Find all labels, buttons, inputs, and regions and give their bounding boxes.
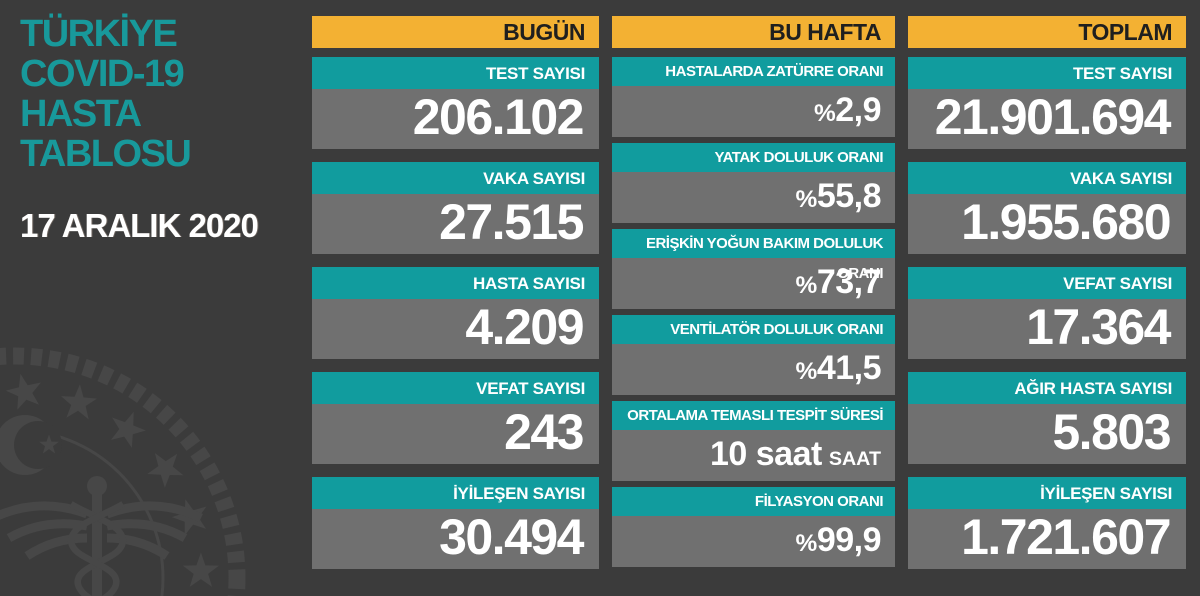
stat-cell-hafta-zaturre: HASTALARDA ZATÜRRE ORANI %2,9: [612, 57, 895, 137]
stat-label: FİLYASYON ORANI: [612, 487, 895, 516]
stat-value-number: 73,7: [816, 263, 882, 301]
stat-value: %55,8: [612, 172, 895, 223]
stat-cell-bugun-vefat: VEFAT SAYISI 243: [312, 372, 599, 464]
stat-cell-toplam-vaka: VAKA SAYISI 1.955.680: [908, 162, 1186, 254]
stat-label: VAKA SAYISI: [312, 162, 599, 194]
stat-value: 206.102: [312, 89, 599, 149]
column-header-bugun: BUGÜN: [312, 16, 599, 48]
stat-label: VEFAT SAYISI: [908, 267, 1186, 299]
stat-value-number: 99,9: [816, 521, 882, 559]
stat-label: HASTA SAYISI: [312, 267, 599, 299]
stat-cell-toplam-vefat: VEFAT SAYISI 17.364: [908, 267, 1186, 359]
stat-value: 243: [312, 404, 599, 464]
stat-label: ERİŞKİN YOĞUN BAKIM DOLULUK ORANI: [612, 229, 895, 282]
stat-value-prefix: %: [795, 358, 818, 385]
stat-cell-toplam-agir-hasta: AĞIR HASTA SAYISI 5.803: [908, 372, 1186, 464]
stat-value: 10 saat SAAT: [612, 430, 895, 481]
stat-value-unit: SAAT: [828, 448, 881, 470]
stat-label: TEST SAYISI: [312, 57, 599, 89]
stat-value-number: 1.721.607: [961, 509, 1171, 565]
health-ministry-emblem-watermark: [0, 347, 246, 596]
stat-cell-bugun-iyilesen: İYİLEŞEN SAYISI 30.494: [312, 477, 599, 569]
stat-label: HASTALARDA ZATÜRRE ORANI: [612, 57, 895, 86]
stat-value-number: 41,5: [816, 349, 882, 387]
report-date: 17 ARALIK 2020: [20, 207, 259, 244]
stat-cell-hafta-filyasyon: FİLYASYON ORANI %99,9: [612, 487, 895, 567]
stat-value-number: 10 saat: [709, 435, 822, 473]
stat-value-prefix: %: [813, 100, 836, 127]
stat-label: VAKA SAYISI: [908, 162, 1186, 194]
stat-cell-hafta-ventilator: VENTİLATÖR DOLULUK ORANI %41,5: [612, 315, 895, 395]
stat-cell-bugun-test: TEST SAYISI 206.102: [312, 57, 599, 149]
column-header-bu-hafta: BU HAFTA: [612, 16, 895, 48]
page-title: TÜRKİYE COVID-19 HASTA TABLOSU: [20, 13, 192, 175]
stat-value-number: 5.803: [1052, 404, 1171, 460]
stat-value-number: 4.209: [465, 299, 584, 355]
column-bu-hafta: BU HAFTA HASTALARDA ZATÜRRE ORANI %2,9 Y…: [612, 16, 895, 573]
stat-label: VENTİLATÖR DOLULUK ORANI: [612, 315, 895, 344]
stat-value-number: 206.102: [412, 89, 585, 145]
column-toplam: TOPLAM TEST SAYISI 21.901.694 VAKA SAYIS…: [908, 16, 1186, 582]
stat-label: VEFAT SAYISI: [312, 372, 599, 404]
stat-value: 21.901.694: [908, 89, 1186, 149]
column-bugun: BUGÜN TEST SAYISI 206.102 VAKA SAYISI 27…: [312, 16, 599, 582]
page-title-line: HASTA: [20, 93, 142, 135]
stat-cell-toplam-iyilesen: İYİLEŞEN SAYISI 1.721.607: [908, 477, 1186, 569]
page-title-line: COVID-19: [20, 53, 185, 95]
stat-value: 17.364: [908, 299, 1186, 359]
stat-value-number: 55,8: [816, 177, 882, 215]
stat-cell-hafta-temasli-sure: ORTALAMA TEMASLI TESPİT SÜRESİ 10 saat SA…: [612, 401, 895, 481]
stat-cell-toplam-test: TEST SAYISI 21.901.694: [908, 57, 1186, 149]
emblem-crescent-icon: [0, 415, 62, 475]
stat-value-prefix: %: [795, 272, 818, 299]
emblem-caduceus-icon: [0, 476, 203, 596]
stat-value: 1.955.680: [908, 194, 1186, 254]
stat-value-number: 243: [504, 404, 584, 460]
stat-label: İYİLEŞEN SAYISI: [312, 477, 599, 509]
stat-value-number: 1.955.680: [961, 194, 1171, 250]
stat-value: 1.721.607: [908, 509, 1186, 569]
stat-label: ORTALAMA TEMASLI TESPİT SÜRESİ: [612, 401, 895, 430]
stat-value: 4.209: [312, 299, 599, 359]
column-header-toplam: TOPLAM: [908, 16, 1186, 48]
stat-value: 30.494: [312, 509, 599, 569]
page-title-line: TÜRKİYE: [20, 13, 178, 55]
stat-cell-bugun-vaka: VAKA SAYISI 27.515: [312, 162, 599, 254]
stat-value: 27.515: [312, 194, 599, 254]
stat-value-number: 27.515: [439, 194, 584, 250]
stat-value: %2,9: [612, 86, 895, 137]
stat-value-prefix: %: [795, 530, 818, 557]
stat-value-prefix: %: [795, 186, 818, 213]
stat-label: YATAK DOLULUK ORANI: [612, 143, 895, 172]
stat-cell-bugun-hasta: HASTA SAYISI 4.209: [312, 267, 599, 359]
stat-value-number: 2,9: [835, 91, 881, 129]
stat-label: TEST SAYISI: [908, 57, 1186, 89]
stat-cell-hafta-yatak: YATAK DOLULUK ORANI %55,8: [612, 143, 895, 223]
stat-value-number: 21.901.694: [934, 89, 1172, 145]
stat-cell-hafta-yogun-bakim: ERİŞKİN YOĞUN BAKIM DOLULUK ORANI %73,7: [612, 229, 895, 309]
stat-value-number: 30.494: [439, 509, 584, 565]
stat-value-number: 17.364: [1026, 299, 1171, 355]
page-title-line: TABLOSU: [20, 133, 192, 175]
stat-value: 5.803: [908, 404, 1186, 464]
stat-value: %73,7: [612, 258, 895, 309]
stat-value: %41,5: [612, 344, 895, 395]
stat-label: İYİLEŞEN SAYISI: [908, 477, 1186, 509]
stat-label: AĞIR HASTA SAYISI: [908, 372, 1186, 404]
stat-value: %99,9: [612, 516, 895, 567]
